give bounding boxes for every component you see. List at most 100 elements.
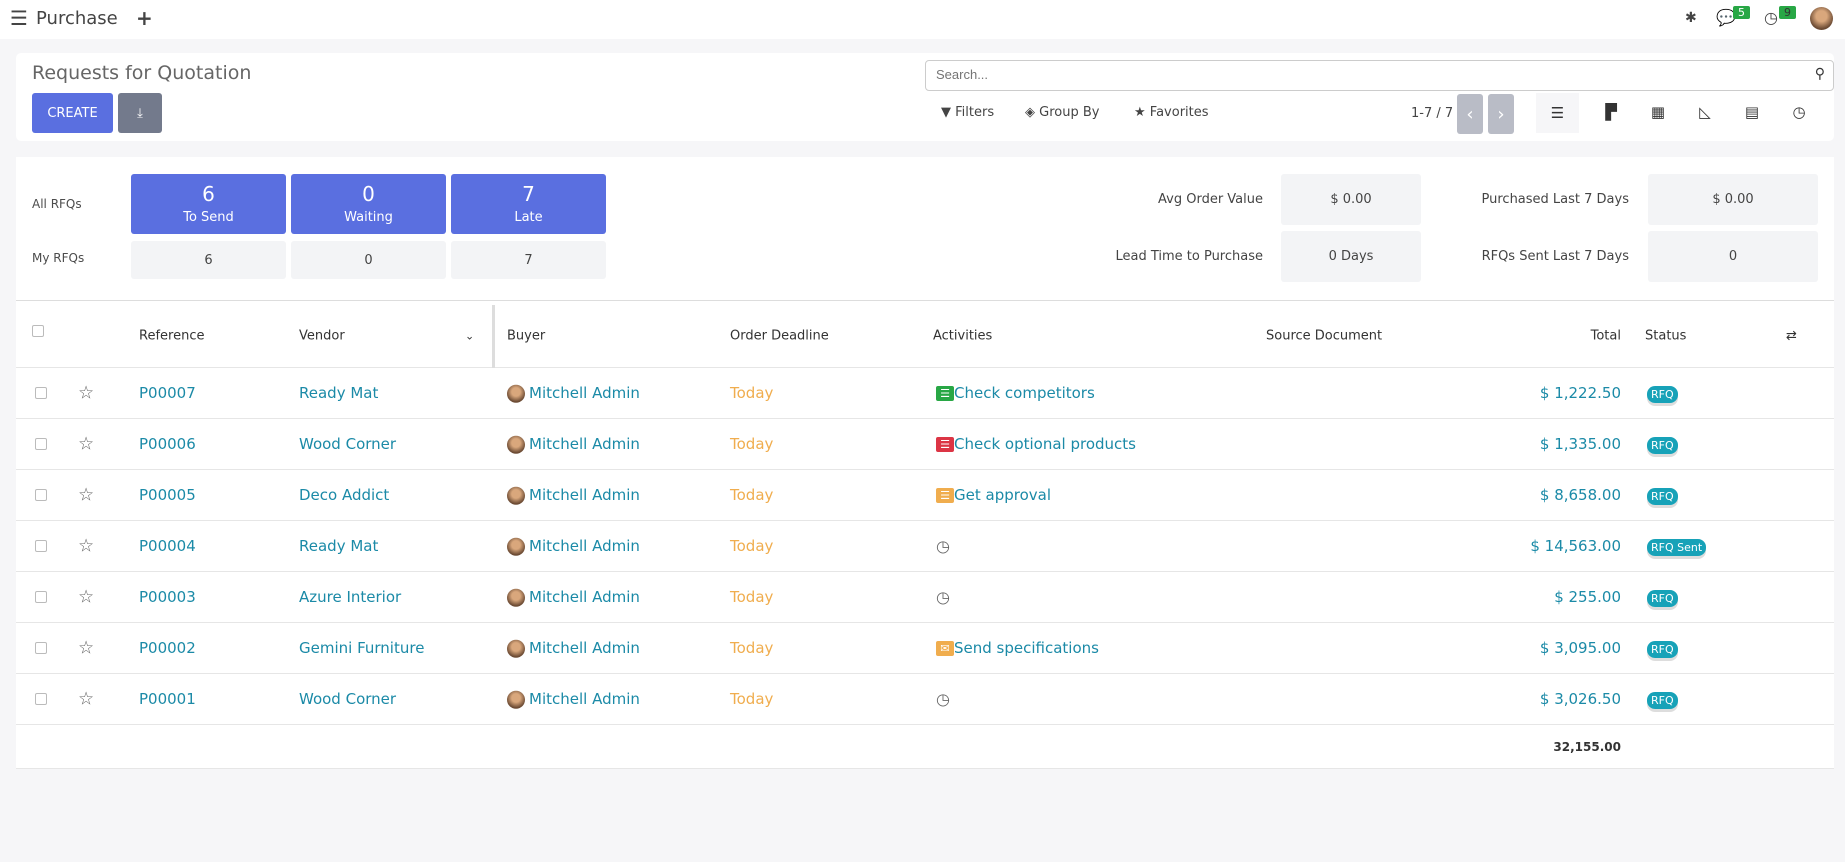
list-icon[interactable]: ☰ [936,386,954,401]
buyer[interactable]: Mitchell Admin [507,588,640,607]
activity-summary[interactable]: Check optional products [954,435,1136,453]
reference[interactable]: P00003 [139,588,196,606]
pager-next[interactable]: › [1488,94,1514,134]
select-all-checkbox[interactable] [32,325,44,337]
buyer[interactable]: Mitchell Admin [507,690,640,709]
user-avatar[interactable] [1810,7,1833,30]
row-checkbox[interactable] [35,642,47,654]
activity-summary[interactable]: Check competitors [954,384,1095,402]
row-checkbox[interactable] [35,438,47,450]
buyer[interactable]: Mitchell Admin [507,384,640,403]
vendor[interactable]: Deco Addict [299,486,390,504]
buyer[interactable]: Mitchell Admin [507,537,640,556]
column-source-document[interactable]: Source Document [1266,328,1383,344]
table-row[interactable]: ☆ P00001 Wood Corner Mitchell Admin Toda… [16,674,1834,725]
pager-value[interactable]: 1-7 / 7 [1411,106,1454,121]
star-icon[interactable]: ☆ [78,637,95,659]
star-icon[interactable]: ☆ [78,433,95,455]
table-row[interactable]: ☆ P00003 Azure Interior Mitchell Admin T… [16,572,1834,623]
reference[interactable]: P00005 [139,486,196,504]
chevron-down-icon[interactable]: ⌄ [465,329,475,343]
to-send-tile[interactable]: 6 To Send [131,174,286,234]
pivot-view-button[interactable]: ▦ [1643,103,1673,121]
activity[interactable]: ☰ Check optional products [936,435,1136,453]
activity-clock-icon[interactable]: ◷ [1764,8,1778,27]
activity-summary[interactable]: Send specifications [954,639,1099,657]
column-status[interactable]: Status [1645,328,1687,344]
pager-previous[interactable]: ‹ [1457,94,1483,134]
new-icon[interactable]: + [136,6,153,30]
activity[interactable]: ◷ [936,588,950,607]
table-row[interactable]: ☆ P00006 Wood Corner Mitchell Admin Toda… [16,419,1834,470]
clock-icon[interactable]: ◷ [936,587,950,607]
row-checkbox[interactable] [35,591,47,603]
favorites-button[interactable]: ★ Favorites [1134,105,1209,120]
column-reference[interactable]: Reference [139,328,205,344]
reference[interactable]: P00006 [139,435,196,453]
vendor[interactable]: Ready Mat [299,537,379,555]
activity[interactable]: ◷ [936,690,950,709]
reference[interactable]: P00001 [139,690,196,708]
optional-columns-icon[interactable]: ⇄ [1786,328,1797,344]
my-late[interactable]: 7 [451,241,606,279]
vendor[interactable]: Wood Corner [299,435,397,453]
kanban-view-button[interactable]: ▛ [1596,103,1626,121]
row-checkbox[interactable] [35,693,47,705]
row-checkbox[interactable] [35,489,47,501]
vendor[interactable]: Ready Mat [299,384,379,402]
search-input[interactable] [936,67,1786,82]
activity-view-button[interactable]: ◷ [1784,103,1814,121]
buyer[interactable]: Mitchell Admin [507,486,640,505]
table-row[interactable]: ☆ P00005 Deco Addict Mitchell Admin Toda… [16,470,1834,521]
my-to-send[interactable]: 6 [131,241,286,279]
my-waiting[interactable]: 0 [291,241,446,279]
group-by-button[interactable]: ◈ Group By [1025,105,1100,120]
activity-summary[interactable]: Get approval [954,486,1051,504]
star-icon[interactable]: ☆ [78,535,95,557]
app-title[interactable]: Purchase [36,8,118,29]
row-checkbox[interactable] [35,540,47,552]
clock-icon[interactable]: ◷ [936,536,950,556]
column-activities[interactable]: Activities [933,328,993,344]
column-resize-handle[interactable] [492,305,495,368]
star-icon[interactable]: ☆ [78,382,95,404]
bug-icon[interactable]: ✱ [1685,10,1697,26]
table-row[interactable]: ☆ P00002 Gemini Furniture Mitchell Admin… [16,623,1834,674]
download-button[interactable]: ⤓ [118,93,162,133]
star-icon[interactable]: ☆ [78,688,95,710]
buyer[interactable]: Mitchell Admin [507,435,640,454]
list-icon[interactable]: ☰ [936,437,954,452]
chat-icon[interactable]: 💬 [1716,8,1736,27]
list-icon[interactable]: ☰ [936,488,954,503]
envelope-icon[interactable]: ✉ [936,641,954,656]
create-button[interactable]: CREATE [32,93,113,133]
reference[interactable]: P00002 [139,639,196,657]
menu-icon[interactable]: ☰ [10,6,28,30]
column-order-deadline[interactable]: Order Deadline [730,328,829,344]
clock-icon[interactable]: ◷ [936,689,950,709]
row-checkbox[interactable] [35,387,47,399]
column-total[interactable]: Total [1590,328,1621,344]
star-icon[interactable]: ☆ [78,484,95,506]
table-row[interactable]: ☆ P00004 Ready Mat Mitchell Admin Today … [16,521,1834,572]
activity[interactable]: ☰ Get approval [936,486,1051,504]
column-buyer[interactable]: Buyer [507,328,546,344]
reference[interactable]: P00004 [139,537,196,555]
vendor[interactable]: Azure Interior [299,588,402,606]
buyer[interactable]: Mitchell Admin [507,639,640,658]
star-icon[interactable]: ☆ [78,586,95,608]
graph-view-button[interactable]: ◺ [1690,103,1720,121]
column-vendor[interactable]: Vendor [299,328,345,344]
vendor[interactable]: Wood Corner [299,690,397,708]
late-tile[interactable]: 7 Late [451,174,606,234]
search-box[interactable]: ⚲ [925,60,1834,91]
waiting-tile[interactable]: 0 Waiting [291,174,446,234]
table-row[interactable]: ☆ P00007 Ready Mat Mitchell Admin Today … [16,368,1834,419]
vendor[interactable]: Gemini Furniture [299,639,425,657]
reference[interactable]: P00007 [139,384,196,402]
calendar-view-button[interactable]: ▤ [1737,103,1767,121]
activity[interactable]: ◷ [936,537,950,556]
filters-button[interactable]: ▼ Filters [941,105,995,120]
activity[interactable]: ☰ Check competitors [936,384,1095,402]
list-view-button[interactable]: ☰ [1536,93,1579,133]
